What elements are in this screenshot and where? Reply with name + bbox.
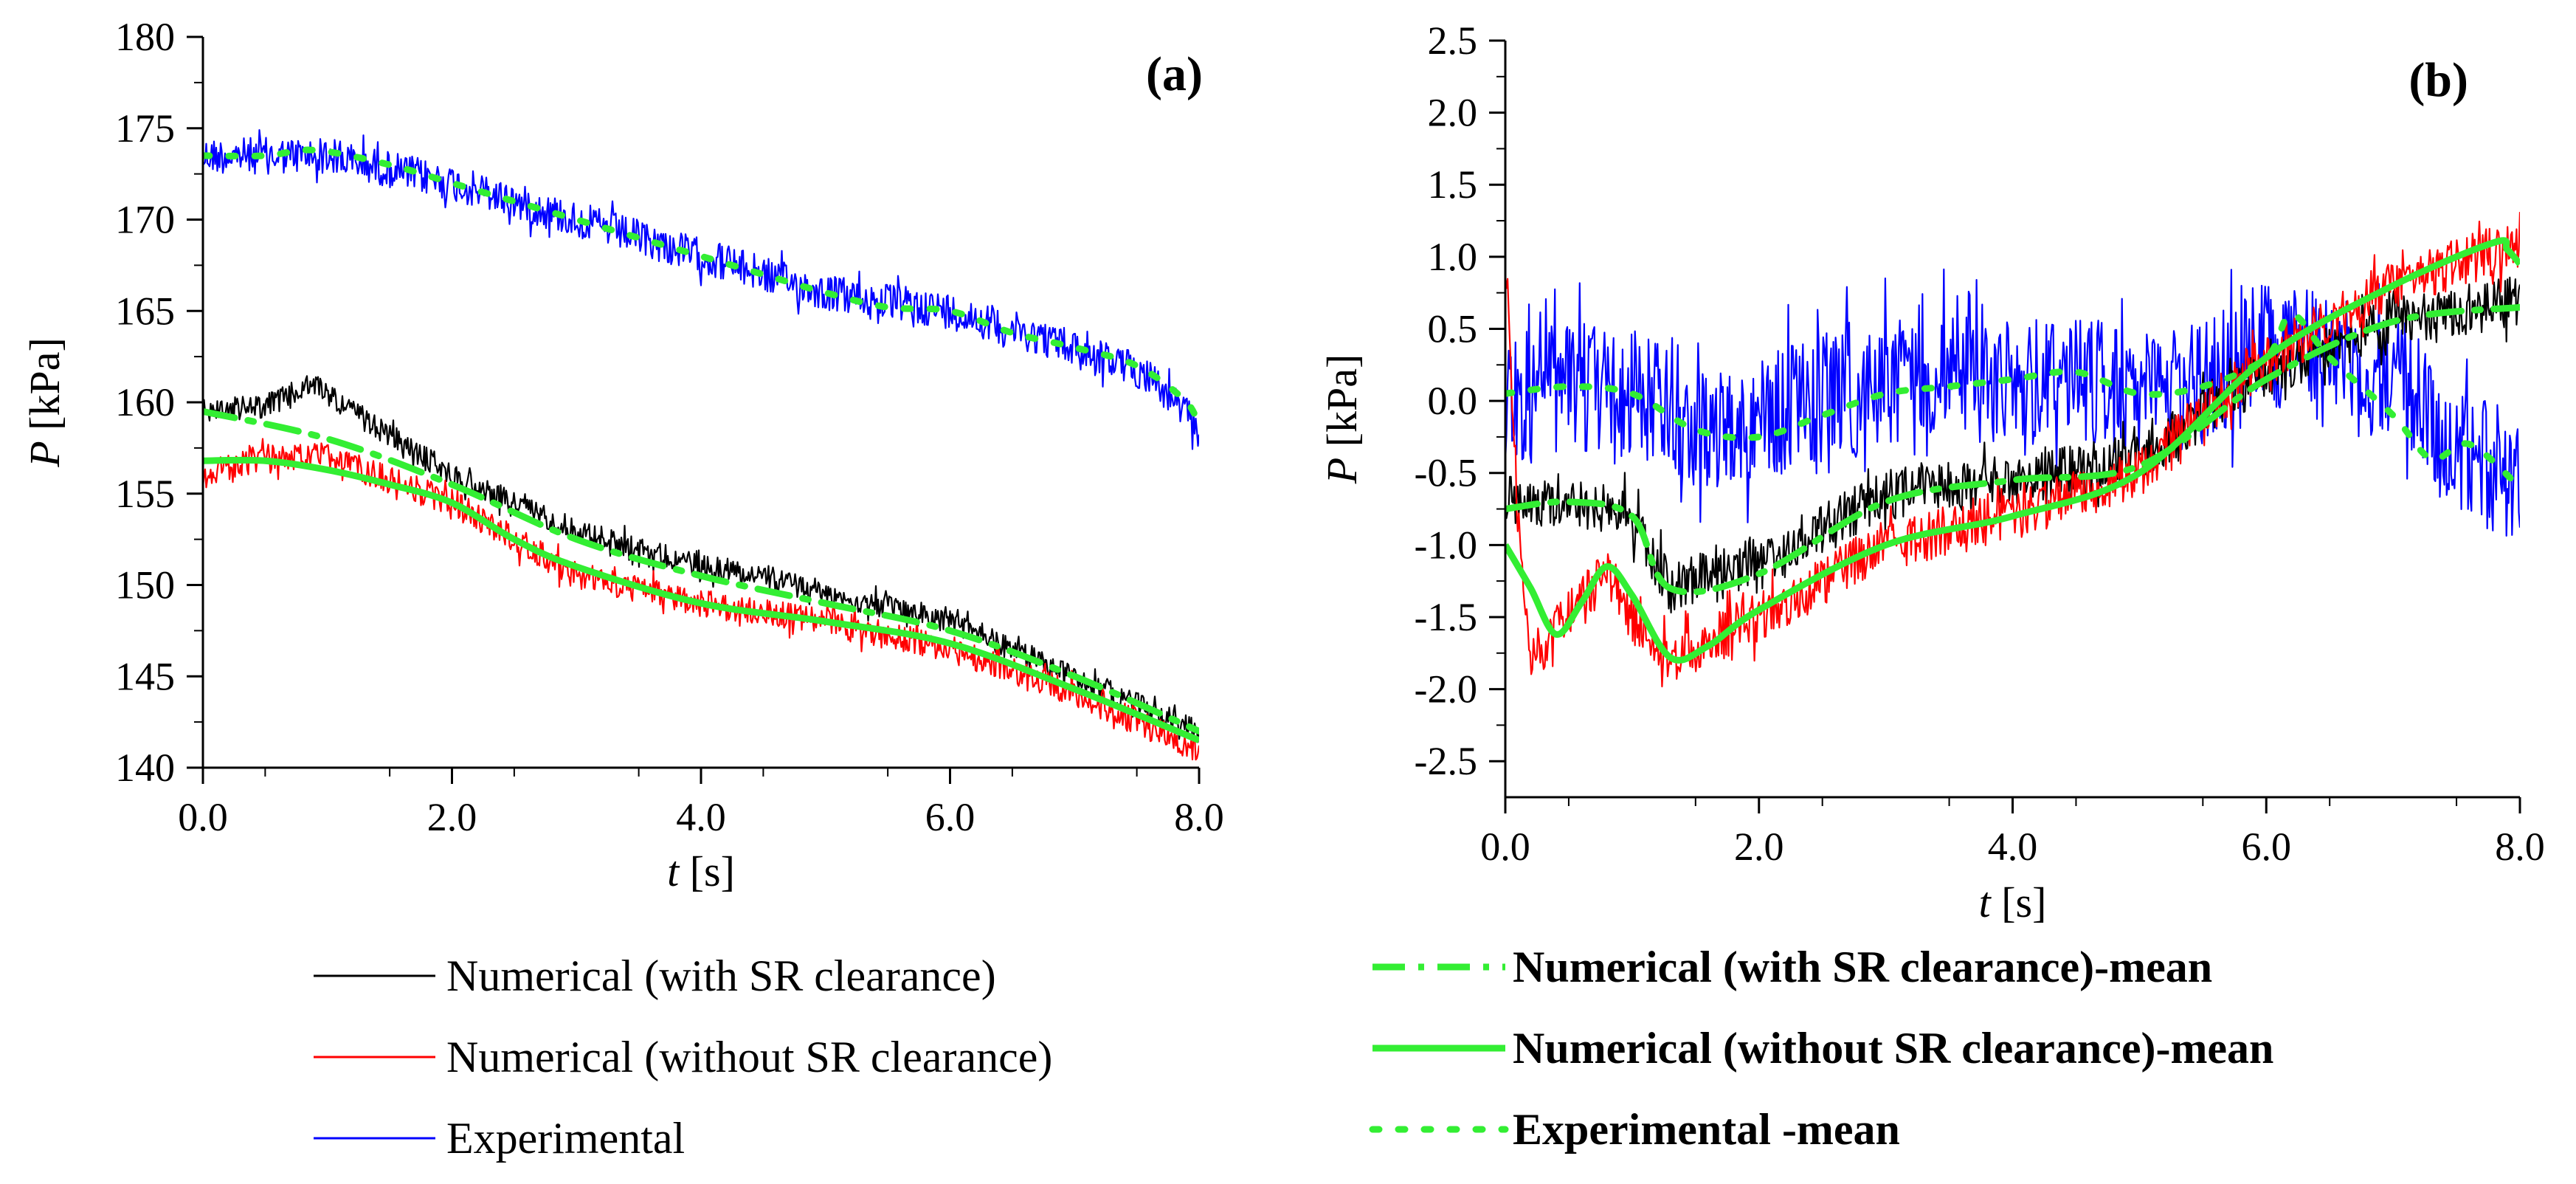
y-tick-label-a: 165 <box>115 289 175 333</box>
series-numerical-without-sr-clearance-b <box>1505 212 2520 688</box>
y-tick-label-b: 1.5 <box>1428 162 1478 207</box>
x-tick-label-b: 2.0 <box>1734 825 1784 869</box>
series-numerical-without-sr-clearance-mean-a <box>203 456 1199 744</box>
y-tick-label-a: 160 <box>115 380 175 424</box>
y-tick-label-b: 2.0 <box>1428 91 1478 135</box>
x-tick-label-b: 6.0 <box>2242 825 2292 869</box>
series-group-b <box>1505 212 2520 688</box>
x-axis-label-a: t [s] <box>667 847 735 895</box>
y-tick-label-a: 155 <box>115 472 175 516</box>
y-axis-label-a: P [kPa] <box>21 337 69 468</box>
legend-label-numerical-with-sr-clearance: Numerical (with SR clearance) <box>446 951 996 1000</box>
chart-panel-b: 0.0 2.0 4.0 6.0 8.0 -2.5 -2.0 -1.5 -1.0 -0.5 0.0 0.… <box>1318 18 2545 926</box>
legend-label-numerical-without-sr-clearance-mean: Numerical (without SR clearance)-mean <box>1513 1024 2273 1073</box>
y-tick-label-a: 150 <box>115 563 175 608</box>
series-numerical-without-sr-clearance-a <box>203 438 1199 761</box>
x-tick-label-b: 8.0 <box>2495 825 2545 869</box>
y-tick-label-b: -1.5 <box>1415 595 1477 639</box>
x-tick-label-a: 4.0 <box>676 795 726 839</box>
x-tick-label-b: 0.0 <box>1480 825 1530 869</box>
x-tick-label-a: 0.0 <box>178 795 228 839</box>
y-tick-label-b: -0.5 <box>1415 451 1477 495</box>
series-numerical-without-sr-clearance-mean-b <box>1505 237 2520 664</box>
y-tick-label-b: 2.5 <box>1428 18 1478 63</box>
y-tick-label-b: -1.0 <box>1415 523 1477 567</box>
y-tick-label-b: 1.0 <box>1428 235 1478 279</box>
x-axis-label-b: t [s] <box>1979 878 2047 926</box>
panel-label-a: (a) <box>1146 47 1203 101</box>
legend-label-numerical-with-sr-clearance-mean: Numerical (with SR clearance)-mean <box>1513 943 2212 991</box>
series-experimental-a <box>203 129 1199 450</box>
panel-label-b: (b) <box>2408 53 2468 107</box>
y-tick-label-b: 0.5 <box>1428 306 1478 351</box>
y-tick-label-b: -2.0 <box>1415 667 1477 712</box>
x-tick-label-a: 8.0 <box>1174 795 1224 839</box>
x-tick-label-b: 4.0 <box>1988 825 2038 869</box>
series-experimental-b <box>1505 268 2520 537</box>
y-tick-label-a: 175 <box>115 106 175 151</box>
y-tick-label-a: 170 <box>115 198 175 242</box>
legend-label-experimental-mean: Experimental -mean <box>1513 1105 1900 1154</box>
series-experimental-mean-b <box>1505 311 2520 491</box>
legend-left: Numerical (with SR clearance) Numerical (… <box>314 951 1052 1163</box>
series-experimental-mean-a <box>203 146 1199 433</box>
x-tick-label-a: 6.0 <box>925 795 976 839</box>
series-numerical-with-sr-clearance-mean-b <box>1505 303 2520 596</box>
x-tick-label-a: 2.0 <box>427 795 477 839</box>
y-tick-label-b: 0.0 <box>1428 379 1478 423</box>
legend-label-experimental: Experimental <box>446 1114 685 1163</box>
y-tick-label-a: 140 <box>115 746 175 790</box>
y-tick-label-b: -2.5 <box>1415 739 1477 783</box>
series-numerical-with-sr-clearance-mean-a <box>203 407 1199 734</box>
series-group-a <box>203 129 1199 761</box>
y-axis-label-b: P [kPa] <box>1318 354 1366 485</box>
y-tick-label-a: 180 <box>115 15 175 59</box>
y-tick-label-a: 145 <box>115 654 175 698</box>
legend-right: Numerical (with SR clearance)-mean Numeri… <box>1369 943 2273 1154</box>
chart-panel-a: 0.0 2.0 4.0 6.0 8.0 140 145 150 155 160 165 170 175 1… <box>21 15 1224 895</box>
legend-label-numerical-without-sr-clearance: Numerical (without SR clearance) <box>446 1033 1052 1081</box>
